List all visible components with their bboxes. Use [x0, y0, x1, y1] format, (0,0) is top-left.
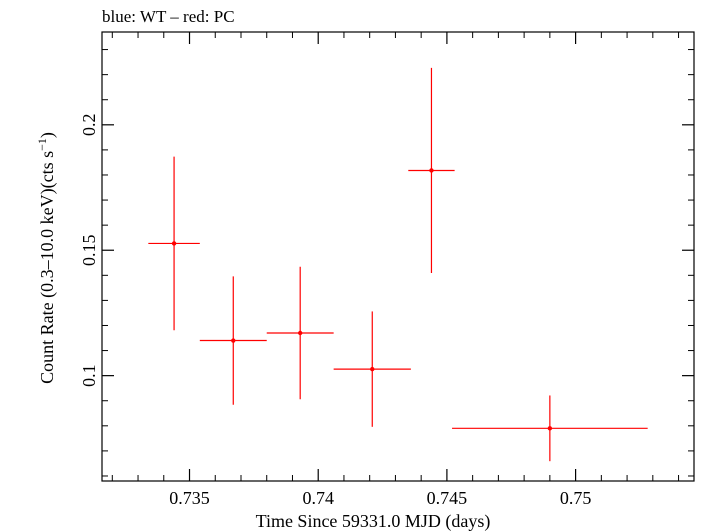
x-tick-label: 0.74 — [302, 488, 334, 508]
y-axis-label: Count Rate (0.3–10.0 keV)(cts s−1) — [35, 132, 58, 384]
data-point — [148, 156, 200, 331]
data-point — [333, 311, 411, 427]
x-axis-label: Time Since 59331.0 MJD (days) — [256, 511, 491, 532]
y-major-ticks — [102, 124, 694, 377]
data-marker — [231, 338, 236, 343]
data-point — [199, 276, 267, 405]
y-tick-labels: 0.1 0.15 0.2 — [79, 114, 99, 387]
x-major-ticks — [188, 32, 577, 481]
y-tick-label: 0.1 — [79, 364, 99, 387]
plot-frame — [101, 31, 695, 482]
data-marker — [429, 168, 434, 173]
x-tick-label: 0.745 — [427, 488, 468, 508]
data-point — [266, 266, 334, 400]
y-tick-label: 0.2 — [79, 114, 99, 137]
y-minor-ticks — [102, 49, 694, 477]
data-point — [452, 395, 648, 462]
data-marker — [297, 330, 303, 336]
data-series-red — [148, 67, 648, 462]
y-axis-label-main: Count Rate (0.3–10.0 keV)(cts s — [37, 151, 58, 384]
data-marker — [547, 426, 553, 431]
x-tick-label: 0.75 — [560, 488, 592, 508]
chart-title: blue: WT – red: PC — [102, 7, 235, 26]
x-minor-ticks — [111, 32, 680, 481]
data-marker — [171, 241, 177, 246]
data-marker — [370, 366, 375, 372]
x-tick-label: 0.735 — [169, 488, 210, 508]
y-axis-label-superscript: −1 — [35, 138, 49, 151]
data-point — [408, 67, 455, 274]
y-tick-label: 0.15 — [79, 234, 99, 266]
x-tick-labels: 0.735 0.74 0.745 0.75 — [169, 488, 591, 508]
y-axis-label-suffix: ) — [37, 132, 58, 138]
